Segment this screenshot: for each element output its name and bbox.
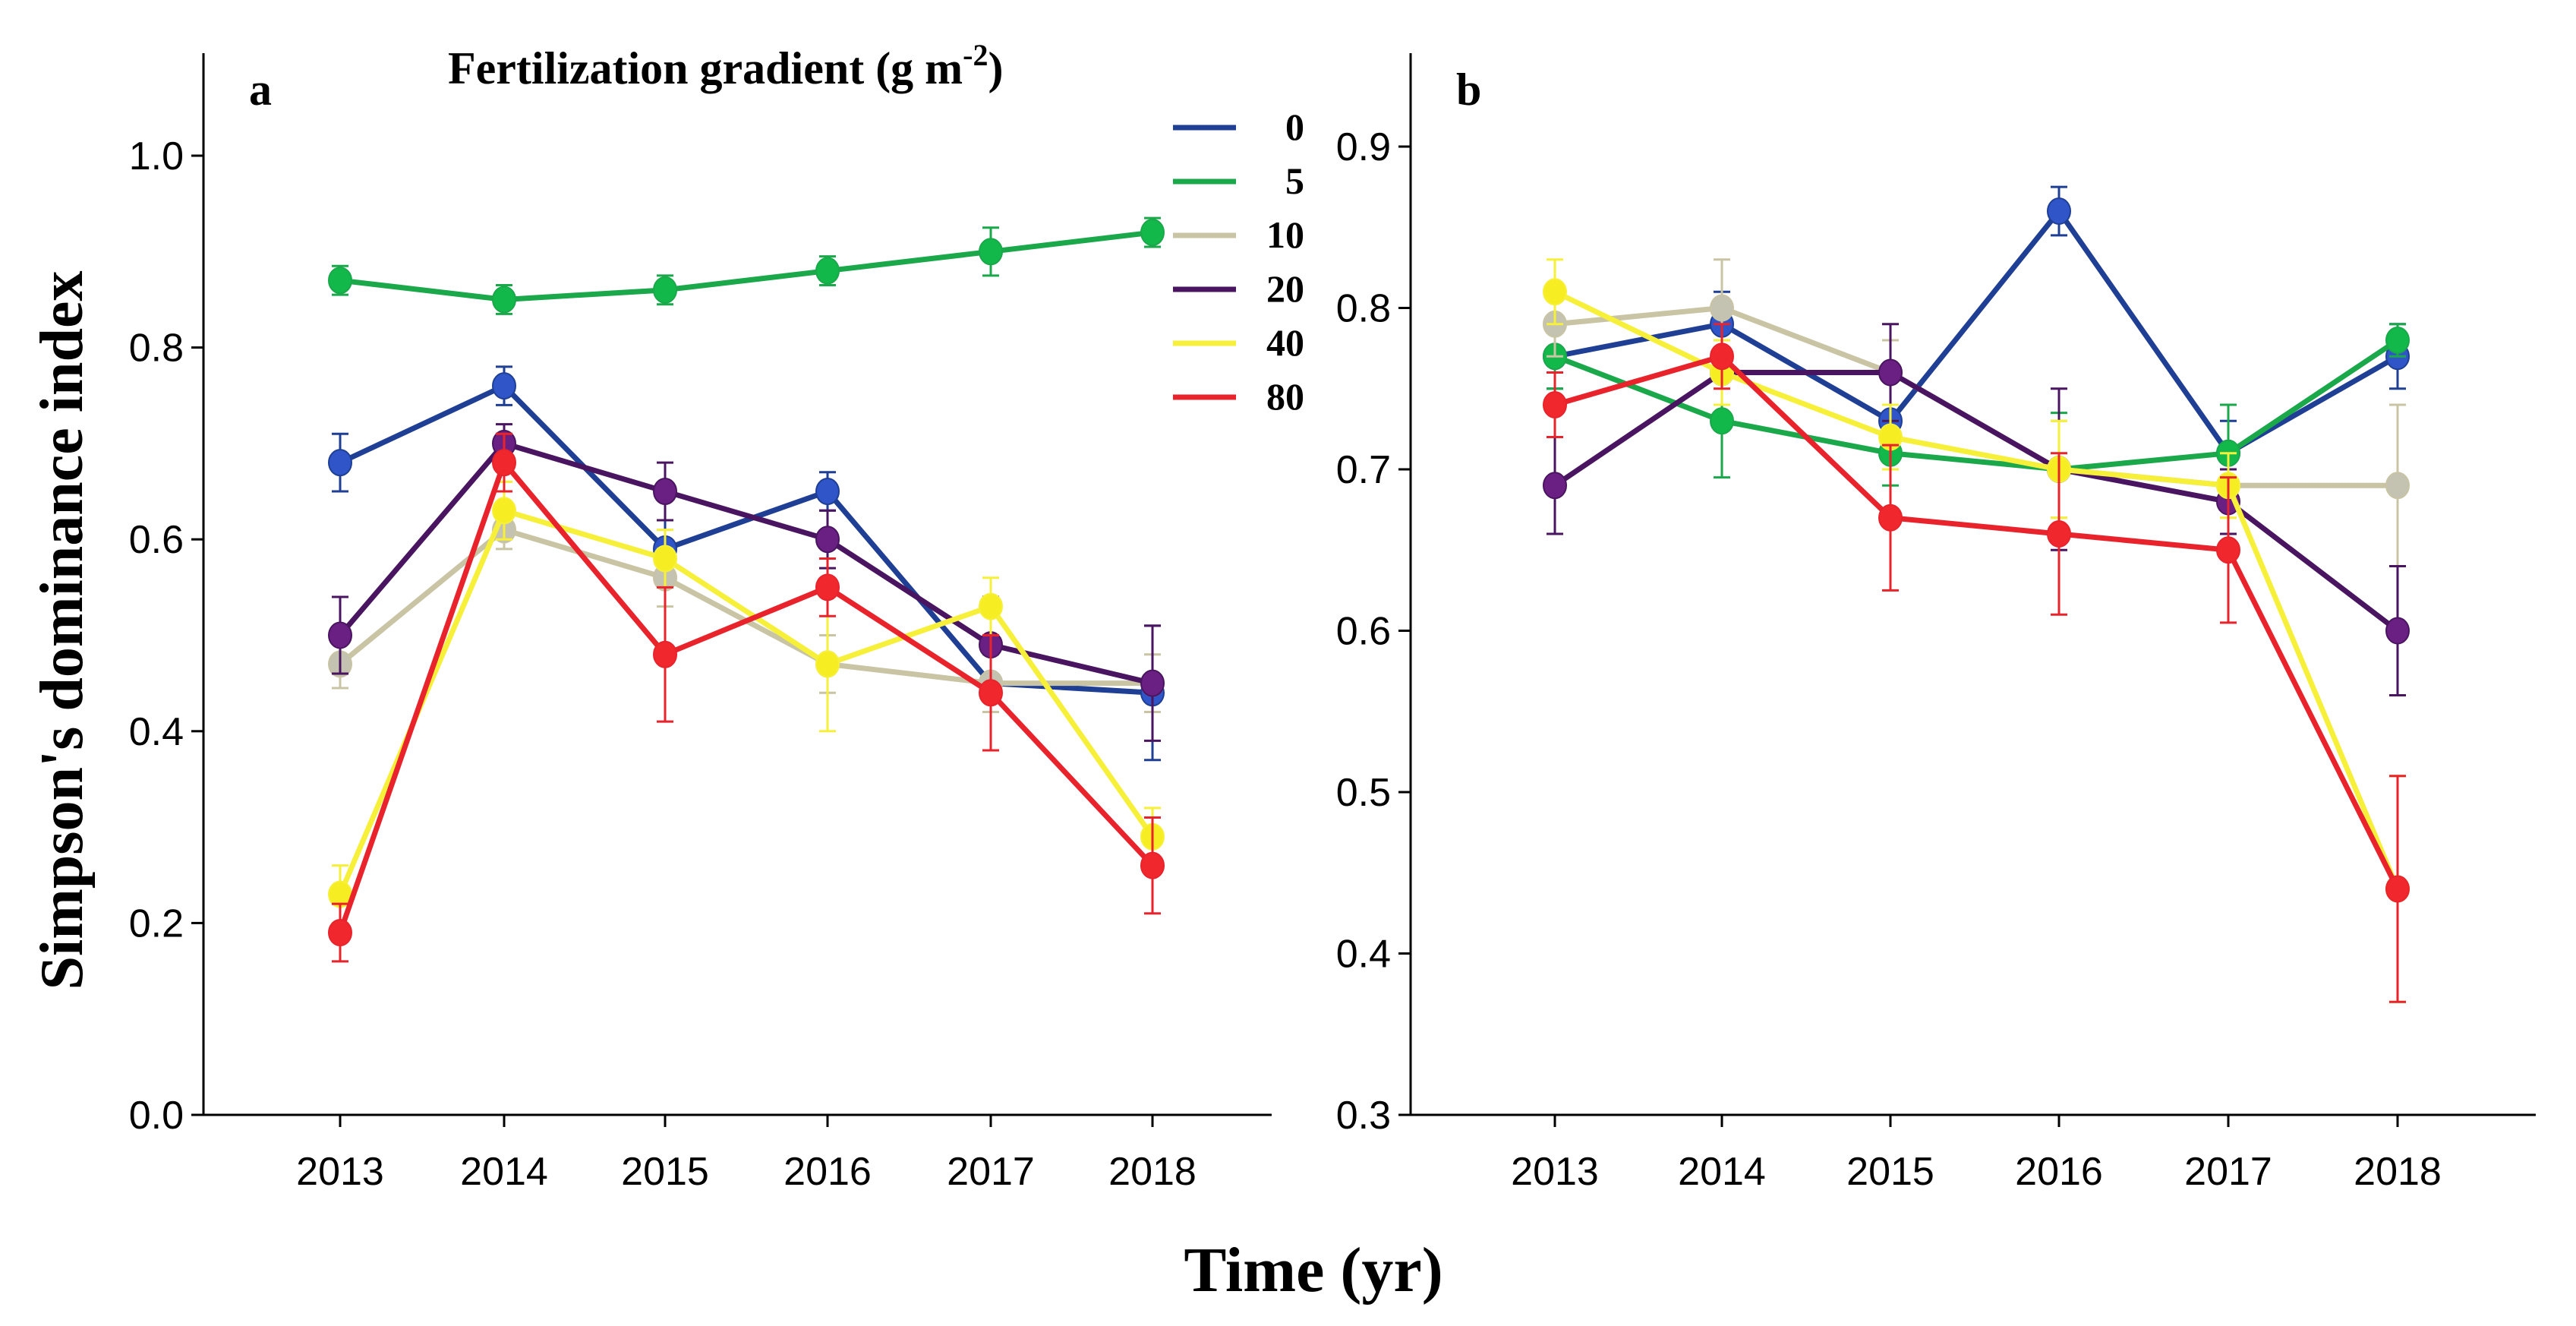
panel-b-line-80 <box>1554 353 2401 891</box>
panel-b-ytick-label: 0.4 <box>1336 933 1391 977</box>
legend-label-5: 5 <box>1285 159 1304 202</box>
panel-a-point-80 <box>328 919 352 947</box>
panel-b-line-20 <box>1553 370 2400 633</box>
panel-b-line-40 <box>1553 289 2401 890</box>
panel-b-point-80 <box>1543 391 1567 418</box>
panel-a-xtick-label: 2015 <box>621 1150 709 1194</box>
panel-a-point-80 <box>492 449 516 477</box>
panel-b-point-10 <box>1710 294 1734 322</box>
panel-a-ytick-label: 0.4 <box>129 710 184 754</box>
panel-b-xtick-label: 2015 <box>1846 1150 1934 1194</box>
panel-b-point-80 <box>2216 536 2240 564</box>
panel-b-point-10 <box>2385 472 2410 500</box>
panel-a-point-5 <box>815 257 840 285</box>
panel-b-point-20 <box>2385 617 2410 645</box>
legend: Fertilization gradient (g m-2) 0 5 10 20 40 8… <box>448 38 1304 418</box>
panel-b-point-20 <box>1543 472 1567 500</box>
panel-a-ytick-label: 0.8 <box>129 327 184 371</box>
panel-a-point-40 <box>492 497 516 525</box>
panel-b-ticks: 0.3 0.4 0.5 0.6 0.7 0.8 0.9 2013 2014 2015 2016 201… <box>1336 125 2442 1194</box>
panel-a-line-20 <box>338 440 1153 687</box>
panel-a-point-20 <box>815 526 840 554</box>
panel-b-point-80 <box>2385 875 2410 903</box>
panel-b-xtick-label: 2014 <box>1678 1150 1766 1194</box>
panel-b-ytick-label: 0.3 <box>1336 1094 1391 1138</box>
y-axis-label: Simpson's dominance index <box>29 271 96 990</box>
panel-b-ytick-label: 0.7 <box>1336 448 1391 492</box>
panel-a-ytick-label: 0.0 <box>129 1094 184 1138</box>
panel-b-xtick-label: 2013 <box>1511 1150 1599 1194</box>
panel-a-point-5 <box>979 238 1003 266</box>
panel-a-point-80 <box>1140 851 1165 879</box>
panel-a-xtick-label: 2018 <box>1108 1150 1197 1194</box>
panel-a-line-5 <box>339 229 1153 302</box>
x-axis-label: Time (yr) <box>1184 1235 1442 1305</box>
panel-b-xtick-label: 2017 <box>2184 1150 2272 1194</box>
panel-b-point-80 <box>2047 520 2071 548</box>
panel-a-label: a <box>249 65 272 115</box>
legend-label-40: 40 <box>1266 321 1304 364</box>
panel-b-point-5 <box>2385 327 2410 354</box>
panel-a-ytick-label: 0.6 <box>129 518 184 562</box>
panel-b-ytick-label: 0.5 <box>1336 771 1391 815</box>
panel-a-ticks: 0.0 0.2 0.4 0.6 0.8 1.0 2013 2014 2015 2016 2017 20… <box>129 134 1197 1194</box>
panel-a-point-40 <box>653 545 677 573</box>
panel-a-ytick-label: 0.2 <box>129 901 184 946</box>
legend-title-end: ) <box>988 43 1004 93</box>
legend-label-20: 20 <box>1266 267 1304 310</box>
panel-a-series <box>328 216 1165 963</box>
panel-b: b 0.3 0.4 0.5 0.6 0.7 0.8 0.9 2013 2014 2015 2016 2… <box>1336 53 2536 1194</box>
panel-a-point-0 <box>328 449 352 477</box>
panel-a-series-80 <box>328 432 1165 963</box>
legend-label-0: 0 <box>1285 106 1304 148</box>
panel-b-series <box>1543 185 2410 1003</box>
panel-b-point-20 <box>1878 358 1903 387</box>
panel-a-xtick-label: 2013 <box>296 1150 384 1194</box>
panel-b-xtick-label: 2018 <box>2354 1150 2442 1194</box>
panel-a-series-5 <box>328 216 1165 315</box>
panel-b-line-5 <box>1553 338 2399 472</box>
panel-b-ytick-label: 0.9 <box>1336 125 1391 169</box>
panel-a-xtick-label: 2017 <box>947 1150 1035 1194</box>
panel-a-point-5 <box>653 276 677 304</box>
panel-a-point-20 <box>653 478 677 506</box>
panel-a-ytick-label: 1.0 <box>129 134 184 178</box>
panel-a-point-0 <box>492 372 516 400</box>
panel-a-xtick-label: 2014 <box>460 1150 548 1194</box>
panel-a-point-40 <box>815 650 840 678</box>
panel-a-point-20 <box>328 621 352 649</box>
legend-title-superscript: -2 <box>963 38 988 72</box>
panel-b-ytick-label: 0.6 <box>1336 610 1391 654</box>
panel-b-xtick-label: 2016 <box>2015 1150 2103 1194</box>
panel-b-ytick-label: 0.8 <box>1336 287 1391 331</box>
panel-a-point-40 <box>979 592 1003 620</box>
panel-a-point-20 <box>1140 669 1165 697</box>
legend-label-10: 10 <box>1266 213 1304 256</box>
legend-label-80: 80 <box>1266 375 1304 418</box>
legend-items: 0 5 10 20 40 80 <box>1173 106 1304 418</box>
panel-a-point-80 <box>979 679 1003 707</box>
panel-b-point-5 <box>1710 407 1734 435</box>
panel-b-point-40 <box>1543 278 1567 306</box>
panel-a-point-80 <box>815 573 840 601</box>
panel-b-point-80 <box>1878 504 1903 532</box>
panel-a-point-5 <box>492 286 516 314</box>
panel-a-xtick-label: 2016 <box>784 1150 872 1194</box>
panel-b-label: b <box>1456 65 1481 115</box>
panel-a-line-80 <box>337 459 1155 934</box>
legend-title-main: Fertilization gradient (g m <box>448 43 963 93</box>
panel-a: a 0.0 0.2 0.4 0.6 0.8 1.0 2013 2014 2015 2016 2017… <box>129 38 1304 1194</box>
panel-b-series-80 <box>1543 323 2410 1003</box>
panel-a-point-0 <box>815 478 840 506</box>
panel-b-point-80 <box>1710 343 1734 371</box>
panel-a-line-40 <box>337 507 1155 895</box>
panel-b-point-0 <box>2047 197 2071 225</box>
legend-title: Fertilization gradient (g m-2) <box>448 38 1003 93</box>
panel-a-point-80 <box>653 640 677 668</box>
panel-a-point-5 <box>328 267 352 295</box>
panel-a-point-5 <box>1140 219 1165 247</box>
